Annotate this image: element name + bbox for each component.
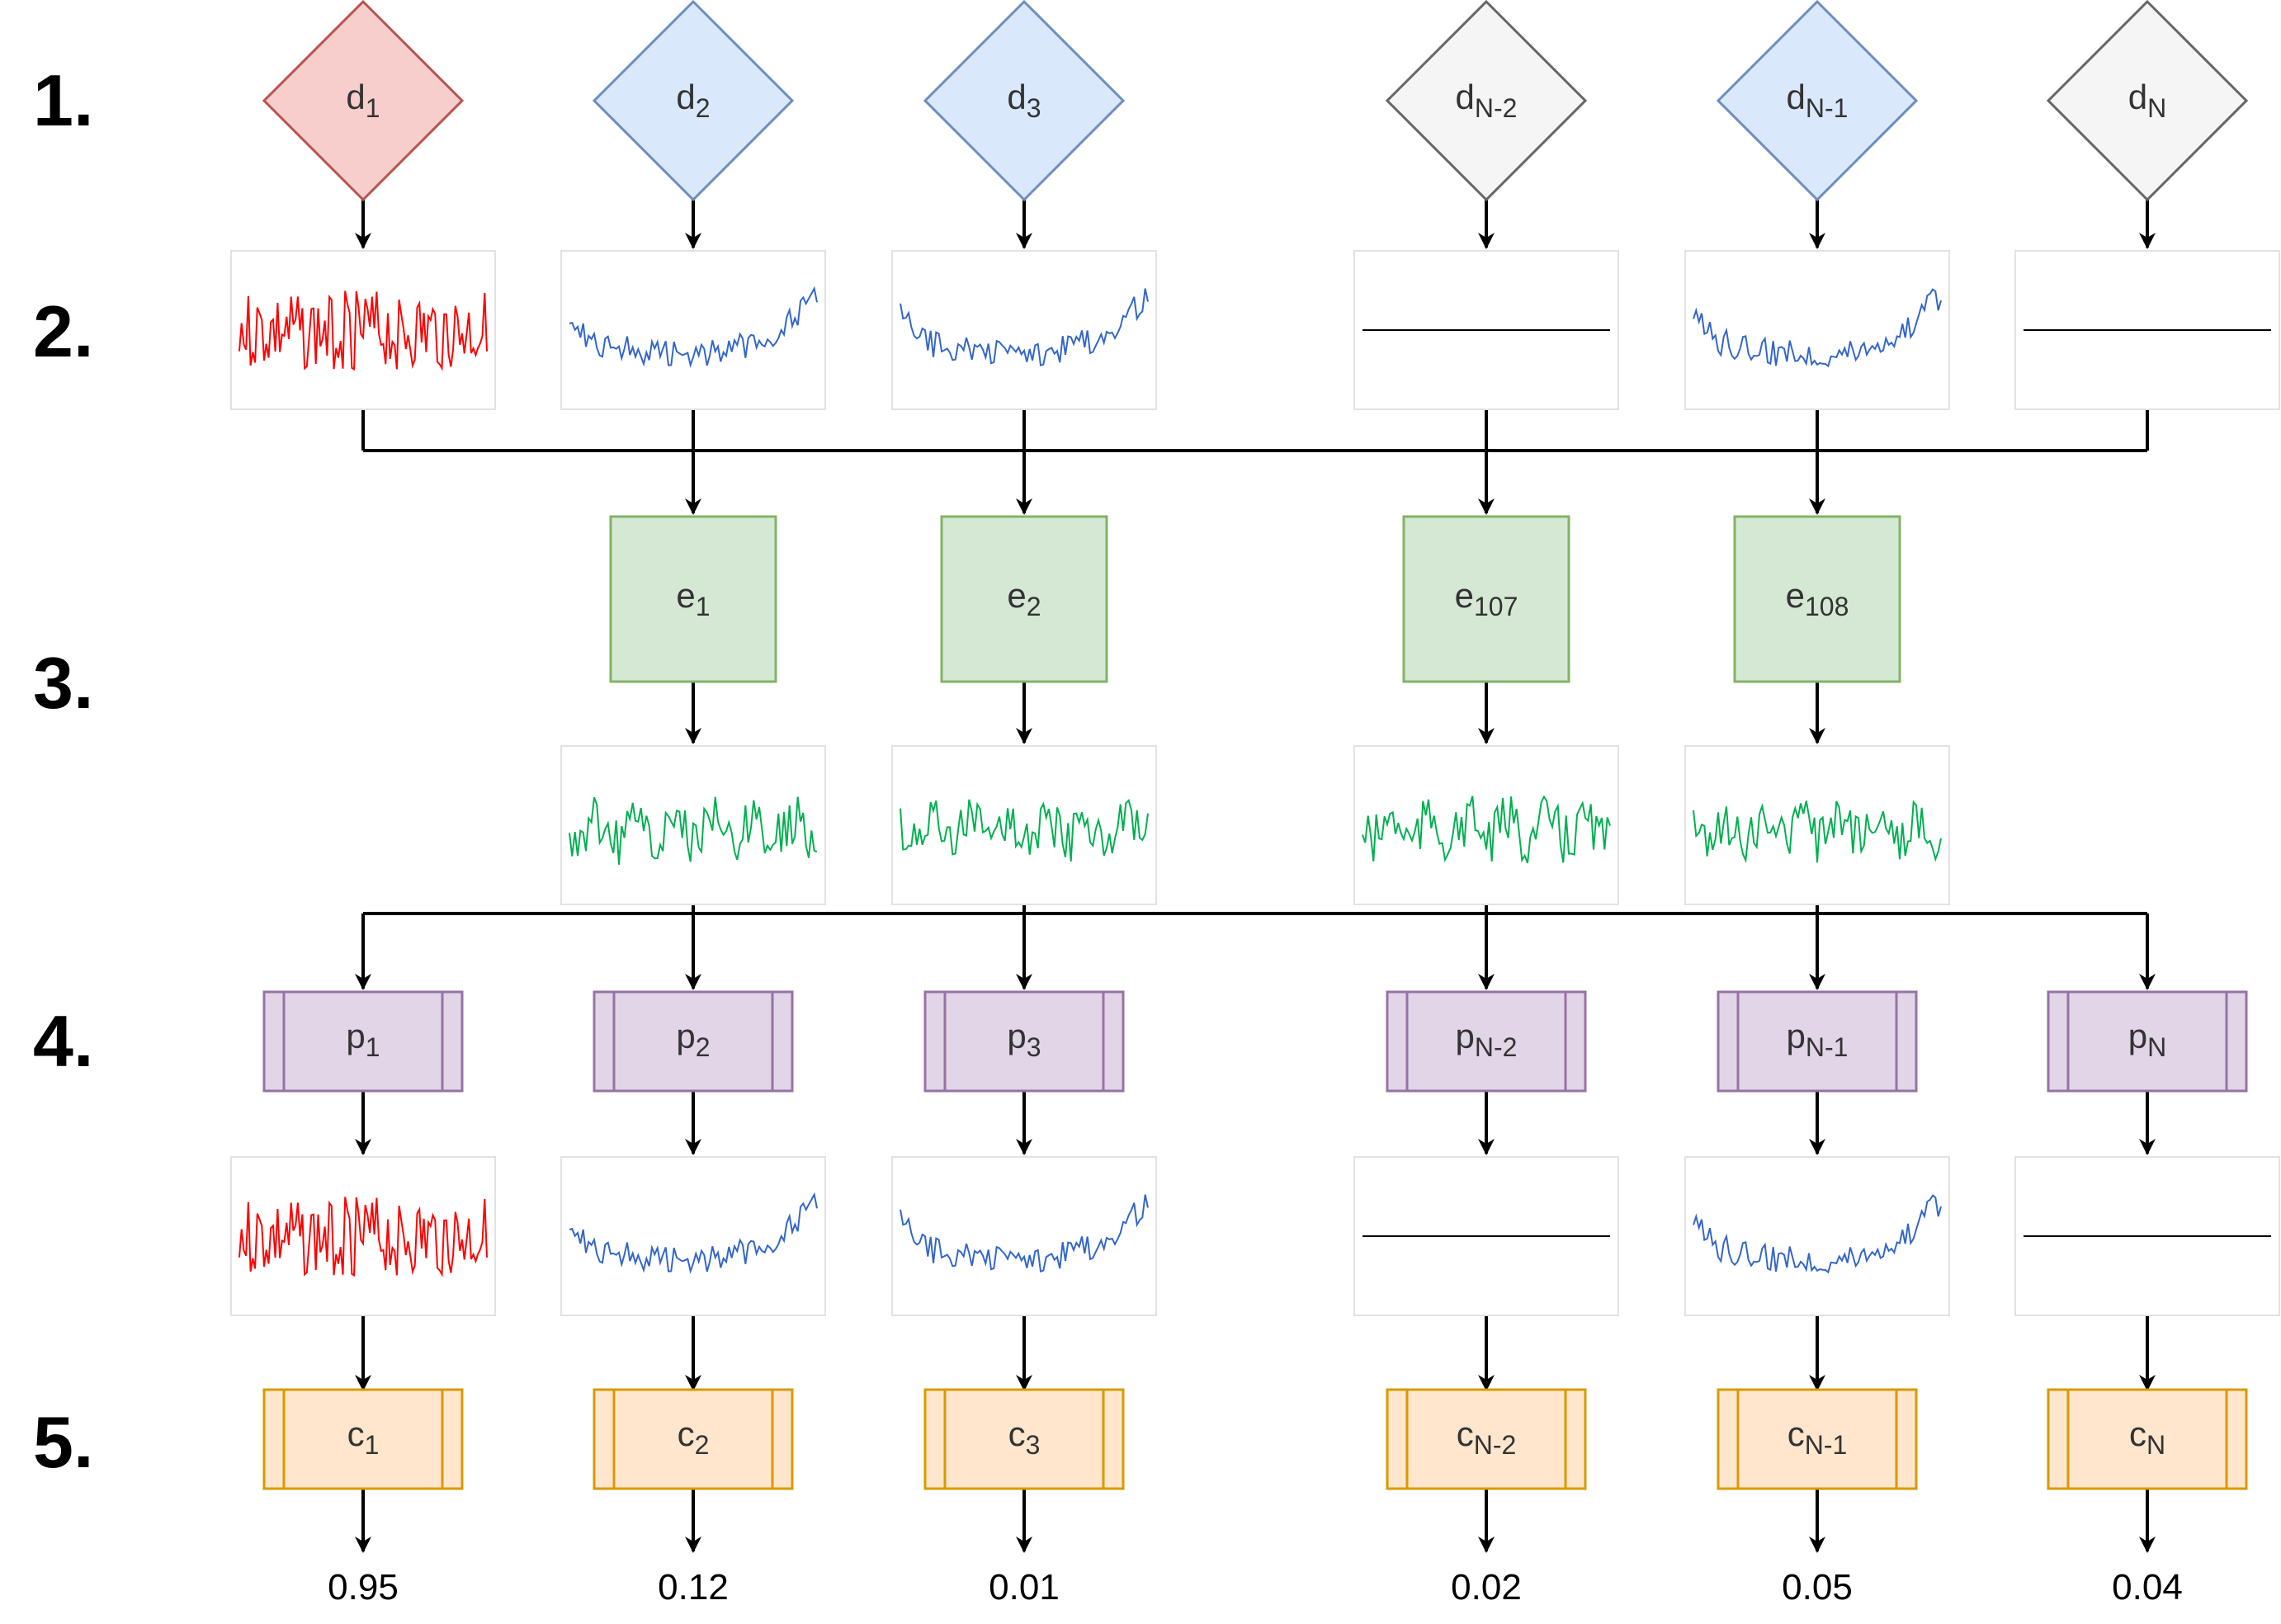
processor-node-4-label: pN-2 bbox=[1456, 1017, 1518, 1062]
score-1: 0.95 bbox=[328, 1567, 399, 1607]
encoder-label-4: e107 bbox=[1455, 576, 1518, 621]
encoder-node-4: e107 bbox=[1402, 515, 1570, 683]
processor-node-5: pN-1 bbox=[1717, 990, 1918, 1093]
embedding-signal-5-waveform bbox=[1693, 800, 1942, 864]
input-signal-4 bbox=[1353, 250, 1619, 410]
input-signal-2-frame bbox=[560, 250, 826, 410]
processor-node-2-label: p2 bbox=[676, 1017, 710, 1062]
output-signal-3-frame bbox=[891, 1156, 1157, 1316]
encoder-label-3: e2 bbox=[1007, 576, 1041, 621]
output-signal-2-waveform bbox=[569, 1192, 818, 1274]
embedding-signal-3-frame bbox=[891, 745, 1157, 905]
embedding-signal-4-frame bbox=[1353, 745, 1619, 905]
embedding-signal-2 bbox=[560, 745, 826, 905]
input-signal-5-waveform bbox=[1693, 288, 1942, 368]
processor-node-1-label: p1 bbox=[346, 1017, 380, 1062]
embedding-signal-4 bbox=[1353, 745, 1619, 905]
processor-node-3: p3 bbox=[923, 990, 1125, 1093]
input-signal-3-waveform bbox=[900, 288, 1149, 367]
output-signal-3 bbox=[891, 1156, 1157, 1316]
classifier-node-1-label: c1 bbox=[347, 1414, 380, 1460]
classifier-node-6-label: cN bbox=[2129, 1414, 2165, 1460]
embedding-signal-2-waveform bbox=[569, 796, 818, 865]
encoder-label-2: e1 bbox=[676, 576, 710, 621]
classifier-node-3-label: c3 bbox=[1008, 1414, 1041, 1460]
step-label-3: 3. bbox=[33, 642, 93, 724]
processor-node-6: pN bbox=[2047, 990, 2248, 1093]
output-signal-3-waveform bbox=[900, 1194, 1149, 1273]
classifier-node-2: c2 bbox=[593, 1388, 794, 1490]
classifier-node-6: cN bbox=[2047, 1388, 2248, 1490]
embedding-signal-3 bbox=[891, 745, 1157, 905]
input-signal-6 bbox=[2014, 250, 2280, 410]
input-signal-3 bbox=[891, 250, 1157, 410]
processor-node-3-label: p3 bbox=[1007, 1017, 1041, 1062]
detector-node-3: d3 bbox=[923, 0, 1126, 202]
detector-node-2: d2 bbox=[592, 0, 795, 202]
step-label-5: 5. bbox=[33, 1401, 93, 1483]
detector-node-5: dN-1 bbox=[1716, 0, 1919, 202]
detector-label-4: dN-2 bbox=[1456, 78, 1518, 123]
input-signal-3-frame bbox=[891, 250, 1157, 410]
embedding-signal-3-waveform bbox=[900, 799, 1149, 862]
processor-node-1: p1 bbox=[262, 990, 464, 1093]
detector-label-1: d1 bbox=[346, 78, 380, 123]
processor-node-4: pN-2 bbox=[1386, 990, 1587, 1093]
processor-node-6-label: pN bbox=[2128, 1017, 2166, 1062]
input-signal-1-waveform bbox=[238, 290, 488, 371]
score-6: 0.04 bbox=[2112, 1567, 2183, 1607]
encoder-label-5: e108 bbox=[1786, 576, 1849, 621]
detector-node-1: d1 bbox=[262, 0, 465, 202]
classifier-node-4-label: cN-2 bbox=[1457, 1414, 1517, 1460]
detector-label-2: d2 bbox=[676, 78, 710, 123]
step-label-2: 2. bbox=[33, 290, 93, 372]
classifier-node-4: cN-2 bbox=[1386, 1388, 1587, 1490]
score-5: 0.05 bbox=[1782, 1567, 1853, 1607]
step-label-1: 1. bbox=[33, 59, 93, 141]
processor-node-2: p2 bbox=[593, 990, 794, 1093]
score-4: 0.02 bbox=[1451, 1567, 1522, 1607]
output-signal-4 bbox=[1353, 1156, 1619, 1316]
input-signal-5-frame bbox=[1684, 250, 1950, 410]
step-label-4: 4. bbox=[33, 1000, 93, 1082]
classifier-node-1: c1 bbox=[262, 1388, 464, 1490]
output-signal-2-frame bbox=[560, 1156, 826, 1316]
classifier-node-5: cN-1 bbox=[1717, 1388, 1918, 1490]
output-signal-2 bbox=[560, 1156, 826, 1316]
embedding-signal-5 bbox=[1684, 745, 1950, 905]
embedding-signal-5-frame bbox=[1684, 745, 1950, 905]
classifier-node-5-label: cN-1 bbox=[1787, 1414, 1848, 1460]
output-signal-5 bbox=[1684, 1156, 1950, 1316]
score-3: 0.01 bbox=[989, 1567, 1060, 1607]
detector-node-6: dN bbox=[2046, 0, 2249, 202]
output-signal-1 bbox=[230, 1156, 496, 1316]
embedding-signal-4-waveform bbox=[1362, 795, 1611, 864]
input-signal-2-waveform bbox=[569, 286, 818, 368]
classifier-node-3: c3 bbox=[923, 1388, 1125, 1490]
input-signal-1 bbox=[230, 250, 496, 410]
encoder-node-3: e2 bbox=[940, 515, 1108, 683]
detector-label-5: dN-1 bbox=[1787, 78, 1849, 123]
step-labels: 1. 2. 3. 4. 5. bbox=[33, 59, 93, 1483]
detector-label-6: dN bbox=[2128, 78, 2166, 123]
input-signal-2 bbox=[560, 250, 826, 410]
score-2: 0.12 bbox=[658, 1567, 729, 1607]
connectors bbox=[355, 200, 2156, 1553]
output-signal-5-waveform bbox=[1693, 1194, 1942, 1274]
classifier-node-2-label: c2 bbox=[678, 1414, 710, 1460]
detector-node-4: dN-2 bbox=[1385, 0, 1588, 202]
processor-node-5-label: pN-1 bbox=[1787, 1017, 1849, 1062]
input-signal-5 bbox=[1684, 250, 1950, 410]
output-signal-1-waveform bbox=[238, 1197, 488, 1277]
encoder-node-5: e108 bbox=[1733, 515, 1901, 683]
encoder-node-2: e1 bbox=[609, 515, 777, 683]
output-signal-6 bbox=[2014, 1156, 2280, 1316]
detector-label-3: d3 bbox=[1007, 78, 1041, 123]
nodes: d1 p1 c1 0.95 d2 p2 c2 0.12 e1 d3 p3 c3 0.01 e2 dN-2 pN… bbox=[230, 0, 2280, 1607]
output-signal-5-frame bbox=[1684, 1156, 1950, 1316]
